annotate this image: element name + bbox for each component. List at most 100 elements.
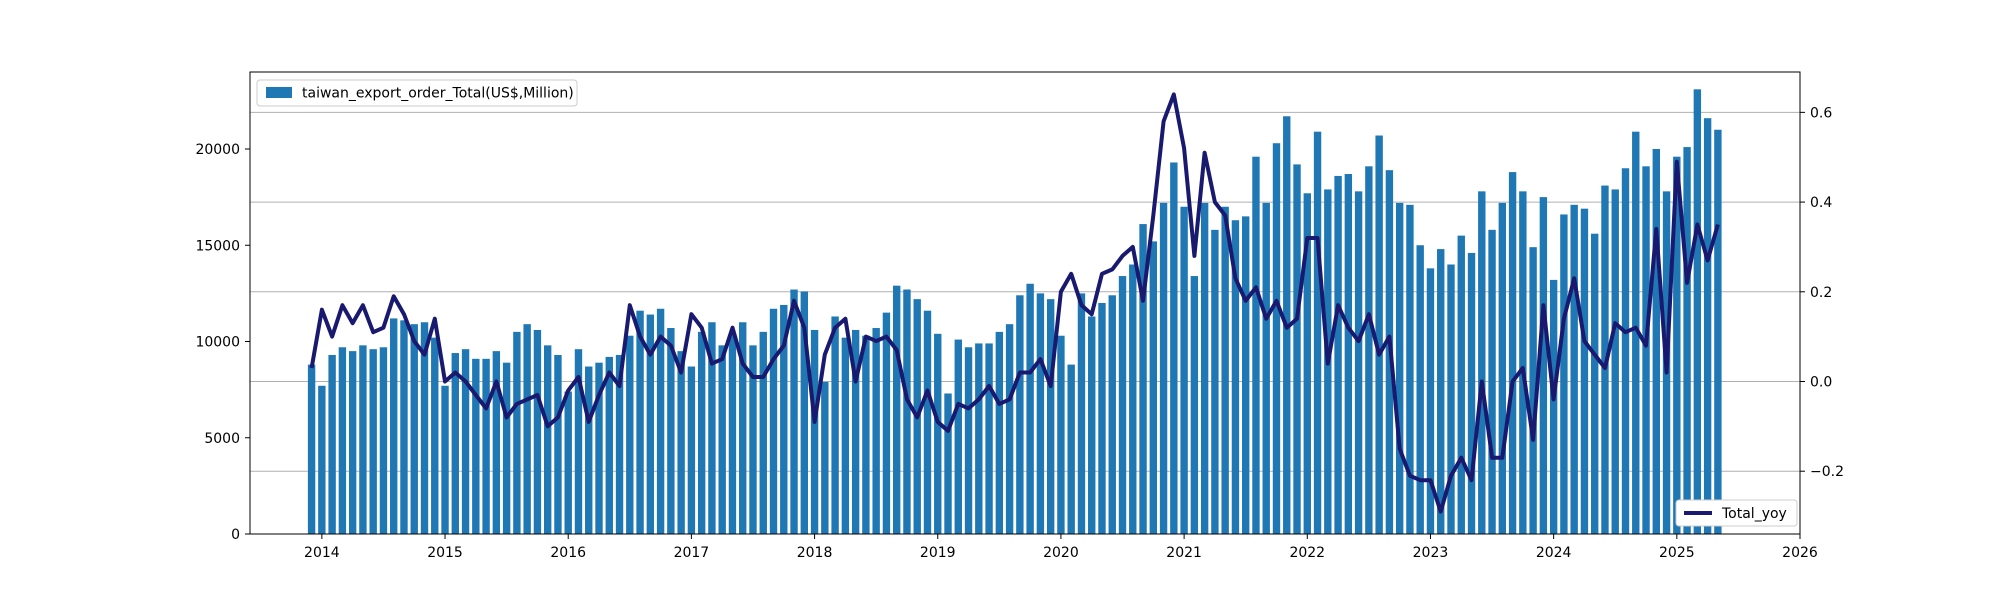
y-right-tick-label: 0.2 [1810, 285, 1832, 301]
bar [1508, 172, 1517, 534]
x-tick-label: 2023 [1413, 545, 1449, 561]
bar [831, 316, 839, 534]
bar [502, 362, 511, 534]
bar [1529, 247, 1537, 535]
axes: 2014 2015 2016 2017 2018 2019 2020 2021 2022 2023… [195, 105, 1844, 561]
bar [964, 347, 973, 534]
bar [697, 331, 706, 534]
bar [1365, 166, 1373, 534]
bar [1313, 131, 1322, 535]
y-right-tick-label: −0.2 [1810, 464, 1844, 480]
bar [1005, 324, 1014, 534]
bar [410, 324, 418, 534]
bar [851, 329, 860, 534]
bar [985, 343, 993, 534]
bar [328, 354, 336, 534]
bar [564, 391, 572, 534]
y-right-tick-label: 0.0 [1810, 374, 1832, 390]
bar [338, 347, 347, 534]
bar [1457, 235, 1465, 534]
bar [903, 289, 911, 534]
plot-frame [249, 71, 1801, 535]
bar [1539, 197, 1548, 534]
bar [615, 354, 624, 534]
bar [461, 349, 470, 534]
bar [533, 329, 542, 534]
bar [1262, 202, 1270, 534]
x-tick-label: 2014 [304, 545, 340, 561]
bar [1498, 202, 1507, 534]
bar [1242, 216, 1250, 534]
bar [1693, 89, 1702, 534]
bar [513, 331, 521, 534]
bar-series [307, 89, 1722, 535]
bar [492, 351, 501, 534]
bar [1673, 156, 1681, 534]
x-tick-label: 2022 [1289, 545, 1325, 561]
bar [441, 385, 449, 534]
bar [728, 333, 737, 534]
bar [1026, 283, 1034, 534]
bar [749, 345, 757, 534]
bar [359, 345, 367, 534]
y-left-tick-label: 5000 [204, 431, 240, 447]
x-tick-label: 2016 [550, 545, 586, 561]
bar [1036, 293, 1045, 534]
bar [543, 345, 552, 534]
legend-bar-swatch [266, 87, 292, 98]
bar [420, 322, 429, 534]
bar [1632, 131, 1640, 535]
bar [636, 310, 644, 534]
bar [1046, 299, 1055, 534]
bar [1190, 276, 1199, 534]
bar [585, 366, 593, 534]
bar [595, 362, 603, 534]
bar [759, 331, 767, 534]
bar [923, 310, 932, 534]
bar [1344, 174, 1353, 534]
bar [1149, 241, 1158, 534]
x-tick-label: 2019 [920, 545, 956, 561]
bar [390, 318, 398, 534]
bar [1416, 245, 1424, 534]
bar [1221, 206, 1229, 534]
x-tick-label: 2017 [674, 545, 710, 561]
bar [821, 381, 829, 534]
legend-line: Total_yoy [1675, 499, 1798, 527]
legend-bars: taiwan_export_order_Total(US$,Million) [256, 79, 578, 107]
legend-line-label: Total_yoy [1721, 506, 1787, 522]
bar [1139, 224, 1147, 534]
bar [1570, 204, 1578, 534]
bar [1098, 303, 1106, 534]
bar [656, 308, 665, 534]
bar [400, 320, 408, 534]
line-series [309, 92, 1720, 514]
bar [379, 347, 388, 534]
bar [1549, 279, 1558, 534]
bar [1560, 214, 1568, 534]
bar [554, 354, 562, 534]
bar [472, 358, 480, 534]
bar [739, 322, 747, 534]
bar [1406, 204, 1414, 534]
bar [1293, 164, 1301, 534]
bar [944, 393, 952, 534]
y-left-tick-label: 10000 [195, 335, 240, 351]
bar [307, 364, 316, 534]
bar [1395, 202, 1404, 534]
bar [1272, 143, 1281, 534]
bar [348, 351, 357, 534]
bar [1118, 276, 1127, 534]
y-left-tick-label: 0 [231, 527, 240, 543]
legend-bars-box [256, 79, 578, 107]
x-tick-label: 2026 [1782, 545, 1818, 561]
y-left-tick-label: 20000 [195, 142, 240, 158]
bar [1016, 295, 1024, 534]
bar [523, 324, 531, 534]
bar [1703, 118, 1712, 534]
bar [1652, 149, 1660, 534]
bar [872, 328, 880, 534]
x-tick-label: 2024 [1536, 545, 1572, 561]
